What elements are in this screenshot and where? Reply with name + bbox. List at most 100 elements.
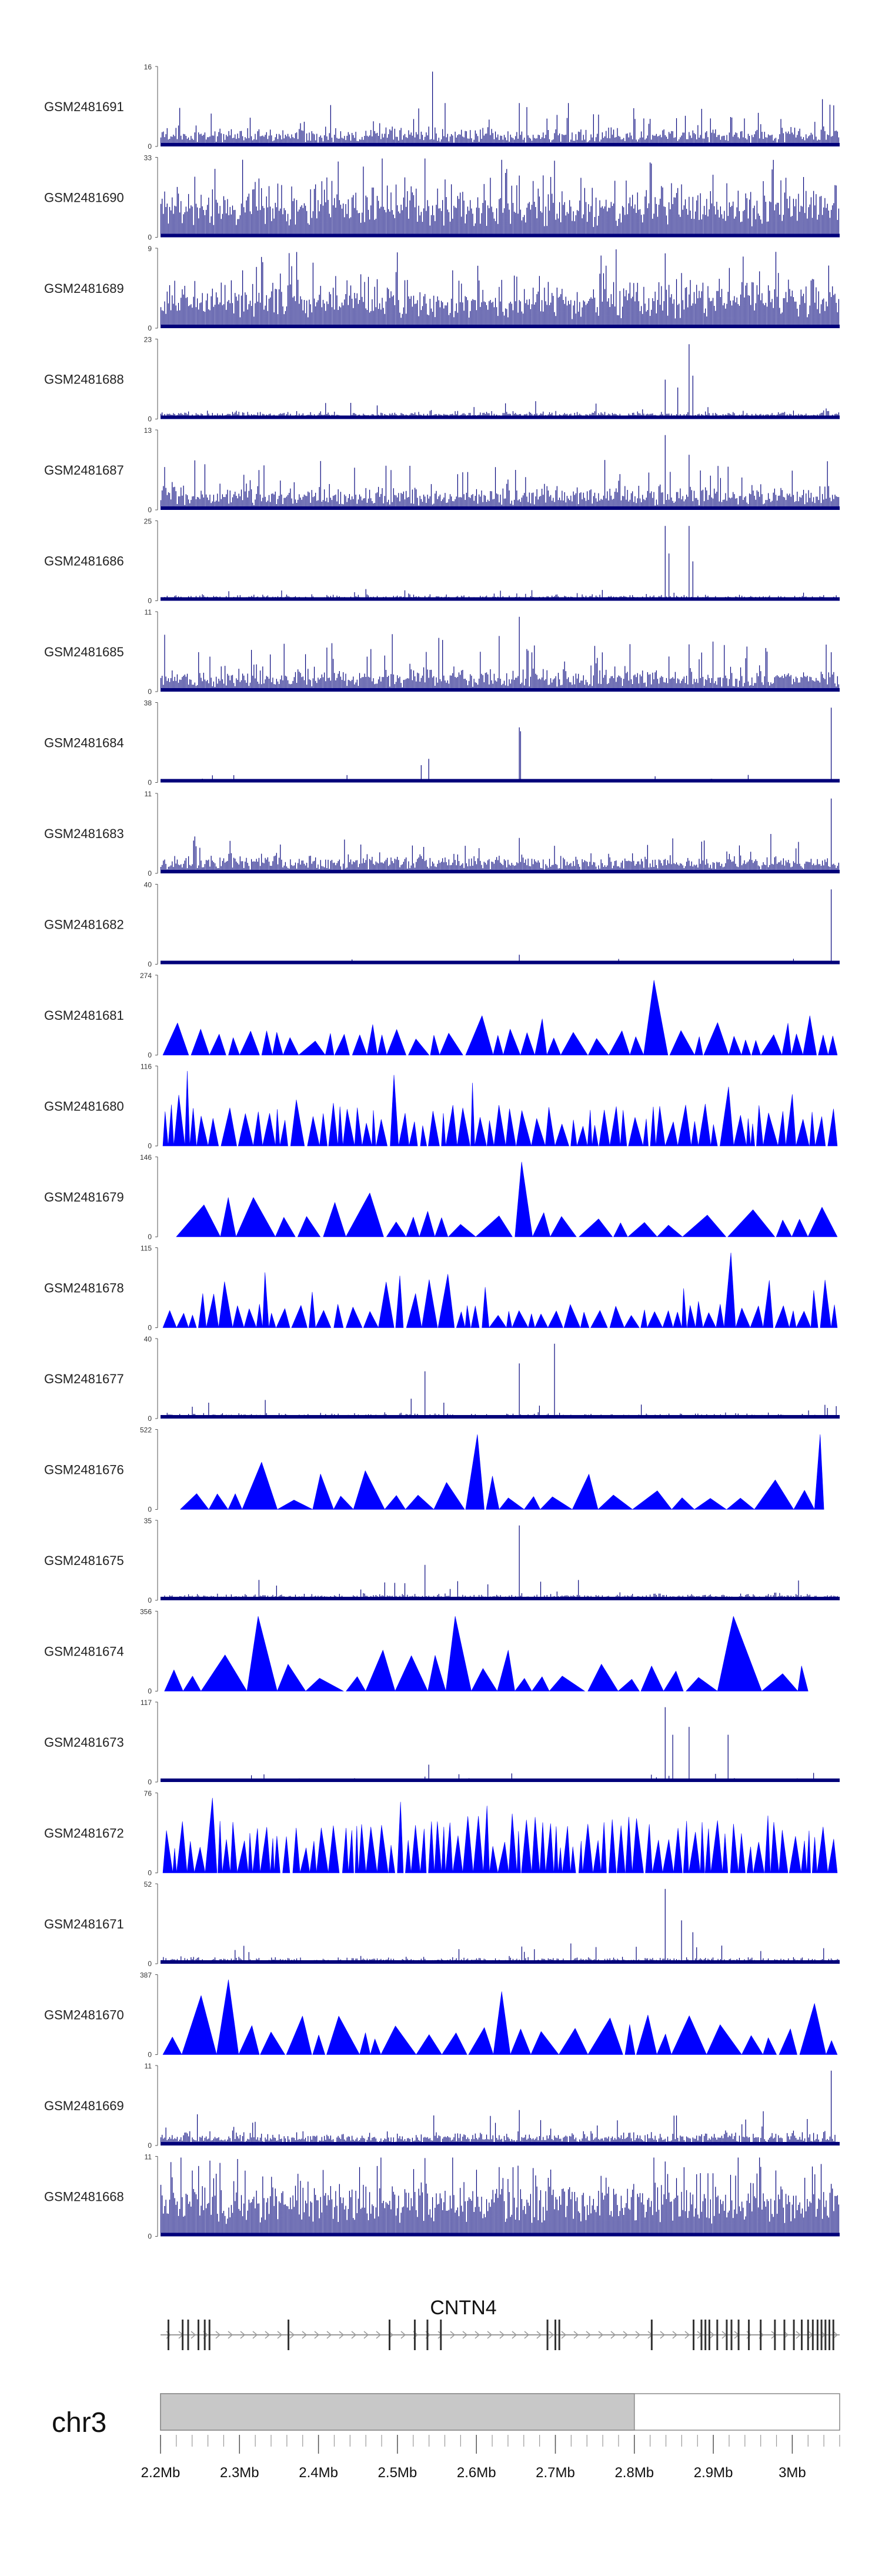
strand-arrow bbox=[536, 2331, 542, 2339]
exon-mark bbox=[783, 2320, 786, 2350]
track-label: GSM2481685 bbox=[44, 645, 124, 659]
strand-arrow bbox=[240, 2331, 246, 2339]
track-label: GSM2481684 bbox=[44, 736, 124, 750]
signal-baseline bbox=[161, 1960, 840, 1964]
signal-baseline bbox=[161, 233, 840, 238]
exon-mark bbox=[650, 2320, 653, 2350]
x-axis-tick-label: 2.9Mb bbox=[694, 2465, 733, 2481]
track-GSM2481671: GSM2481671 52 0 bbox=[44, 1880, 840, 1968]
signal-bars bbox=[161, 71, 840, 146]
strand-arrow bbox=[672, 2331, 678, 2339]
track-GSM2481677: GSM2481677 40 0 bbox=[44, 1335, 840, 1423]
y-min-tick-label: 0 bbox=[148, 506, 152, 514]
track-label: GSM2481682 bbox=[44, 917, 124, 932]
chromosome-label: chr3 bbox=[52, 2407, 106, 2438]
y-max-tick-label: 11 bbox=[145, 2153, 152, 2161]
track-label: GSM2481686 bbox=[44, 554, 124, 569]
signal-area bbox=[176, 1162, 838, 1237]
y-max-tick-label: 76 bbox=[144, 1790, 152, 1798]
track-label: GSM2481691 bbox=[44, 99, 124, 114]
exon-mark bbox=[554, 2320, 557, 2350]
signal-area bbox=[162, 1252, 838, 1328]
track-GSM2481688: GSM2481688 23 0 bbox=[44, 336, 840, 423]
track-label: GSM2481674 bbox=[44, 1644, 124, 1659]
track-GSM2481681: GSM2481681 274 0 bbox=[44, 972, 838, 1059]
track-GSM2481668: GSM2481668 11 0 bbox=[44, 2153, 840, 2241]
track-label: GSM2481689 bbox=[44, 281, 124, 296]
strand-arrow bbox=[437, 2331, 443, 2339]
signal-area bbox=[164, 1616, 808, 1691]
signal-baseline bbox=[161, 2142, 840, 2145]
signal-bars bbox=[161, 344, 840, 419]
signal-bars bbox=[161, 708, 840, 783]
signal-area bbox=[162, 980, 838, 1056]
gene-name-label: CNTN4 bbox=[430, 2297, 496, 2319]
strand-arrow bbox=[302, 2331, 308, 2339]
strand-arrow bbox=[314, 2331, 320, 2339]
signal-baseline bbox=[161, 415, 840, 419]
strand-arrow bbox=[215, 2331, 221, 2339]
track-label: GSM2481683 bbox=[44, 826, 124, 841]
track-GSM2481679: GSM2481679 146 0 bbox=[44, 1153, 838, 1241]
track-label: GSM2481676 bbox=[44, 1463, 124, 1477]
signal-baseline bbox=[161, 960, 840, 965]
strand-arrow bbox=[376, 2331, 382, 2339]
strand-arrow bbox=[561, 2331, 567, 2339]
strand-arrow bbox=[660, 2331, 666, 2339]
y-min-tick-label: 0 bbox=[148, 688, 152, 696]
exon-mark bbox=[716, 2320, 719, 2350]
y-max-tick-label: 11 bbox=[145, 2062, 152, 2070]
y-min-tick-label: 0 bbox=[148, 1960, 152, 1968]
y-min-tick-label: 0 bbox=[148, 2051, 152, 2059]
y-min-tick-label: 0 bbox=[148, 1869, 152, 1877]
signal-baseline bbox=[161, 1597, 840, 1600]
x-axis-tick-label: 2.2Mb bbox=[141, 2465, 181, 2481]
signal-bars bbox=[161, 616, 840, 692]
track-GSM2481676: GSM2481676 522 0 bbox=[44, 1426, 824, 1514]
exon-mark bbox=[388, 2320, 390, 2350]
track-label: GSM2481677 bbox=[44, 1372, 124, 1386]
track-label: GSM2481688 bbox=[44, 372, 124, 387]
exon-mark bbox=[807, 2320, 809, 2350]
exon-mark bbox=[693, 2320, 695, 2350]
exon-mark bbox=[413, 2320, 416, 2350]
strand-arrow bbox=[351, 2331, 357, 2339]
strand-arrow bbox=[191, 2331, 196, 2339]
track-GSM2481675: GSM2481675 35 0 bbox=[44, 1517, 840, 1604]
signal-baseline bbox=[161, 870, 840, 873]
track-label: GSM2481690 bbox=[44, 191, 124, 205]
strand-arrow bbox=[623, 2331, 629, 2339]
strand-arrow bbox=[833, 2331, 838, 2339]
strand-arrow bbox=[709, 2331, 715, 2339]
strand-arrow bbox=[512, 2331, 517, 2339]
y-min-tick-label: 0 bbox=[148, 2141, 152, 2150]
chromosome-ideogram: chr3 bbox=[52, 2393, 840, 2438]
strand-arrow bbox=[598, 2331, 604, 2339]
track-label: GSM2481679 bbox=[44, 1190, 124, 1204]
signal-baseline bbox=[161, 688, 840, 692]
track-GSM2481669: GSM2481669 11 0 bbox=[44, 2062, 840, 2150]
x-axis-tick-label: 2.3Mb bbox=[220, 2465, 259, 2481]
exon-mark bbox=[440, 2320, 442, 2350]
y-max-tick-label: 33 bbox=[144, 154, 152, 162]
signal-tracks: GSM2481691160GSM2481690330GSM248168990GS… bbox=[44, 63, 840, 2241]
signal-baseline bbox=[161, 506, 840, 510]
y-min-tick-label: 0 bbox=[148, 233, 152, 242]
strand-arrow bbox=[339, 2331, 345, 2339]
signal-bars bbox=[161, 2070, 840, 2145]
exon-mark bbox=[167, 2320, 169, 2350]
x-axis-tick-label: 2.7Mb bbox=[536, 2465, 575, 2481]
y-max-tick-label: 387 bbox=[140, 1971, 152, 1980]
exon-mark bbox=[187, 2320, 189, 2350]
exon-mark bbox=[182, 2320, 184, 2350]
signal-baseline bbox=[161, 2233, 840, 2237]
track-GSM2481691: GSM2481691 16 0 bbox=[44, 63, 840, 151]
y-max-tick-label: 16 bbox=[144, 63, 152, 71]
y-max-tick-label: 11 bbox=[145, 608, 152, 616]
track-GSM2481678: GSM2481678 115 0 bbox=[44, 1244, 838, 1332]
exon-mark bbox=[288, 2320, 290, 2350]
exon-mark bbox=[824, 2320, 827, 2350]
strand-arrow bbox=[635, 2331, 641, 2339]
